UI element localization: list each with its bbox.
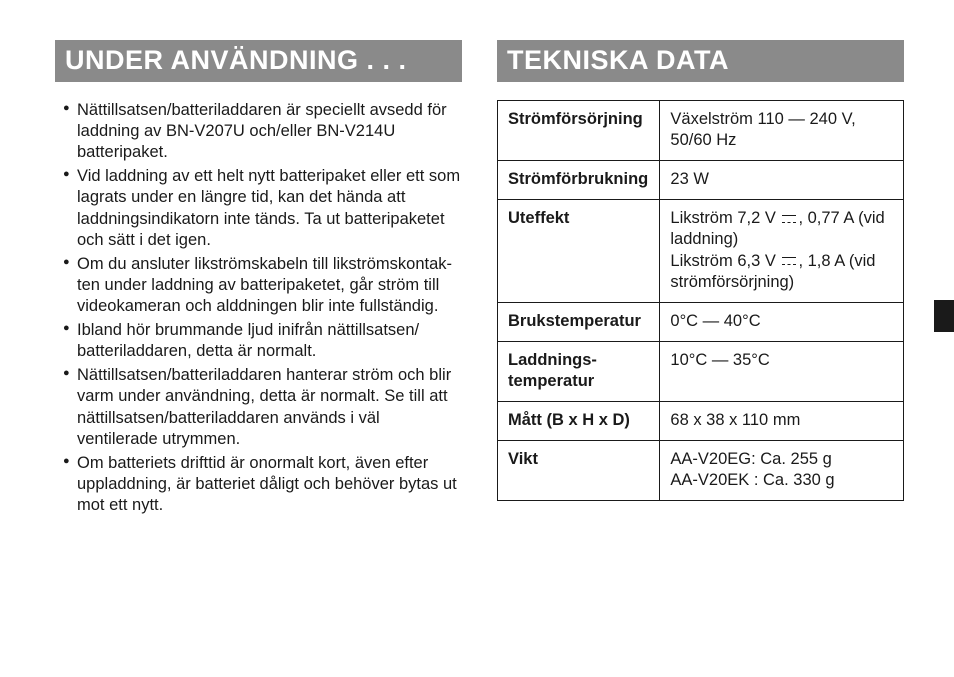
table-row: StrömförsörjningVäxelström 110 — 240 V, … <box>498 101 904 161</box>
spec-value: 23 W <box>660 161 904 200</box>
spec-value: Växelström 110 — 240 V, 50/60 Hz <box>660 101 904 161</box>
spec-value: 68 x 38 x 110 mm <box>660 402 904 441</box>
usage-list-item: Nättillsatsen/batteriladdaren är speciel… <box>63 100 462 163</box>
table-row: UteffektLikström 7,2 V , 0,77 A (vid lad… <box>498 200 904 302</box>
spec-label: Vikt <box>498 441 660 501</box>
page-tab-marker <box>934 300 954 332</box>
spec-label: Strömförsörjning <box>498 101 660 161</box>
spec-table: StrömförsörjningVäxelström 110 — 240 V, … <box>497 100 904 501</box>
usage-list-item: Om du ansluter likströmskabeln till liks… <box>63 254 462 317</box>
spec-table-body: StrömförsörjningVäxelström 110 — 240 V, … <box>498 101 904 501</box>
right-column: TEKNISKA DATA StrömförsörjningVäxelström… <box>497 40 904 637</box>
table-row: Mått (B x H x D)68 x 38 x 110 mm <box>498 402 904 441</box>
usage-list-item: Vid laddning av ett helt nytt batteripak… <box>63 166 462 250</box>
spec-label: Mått (B x H x D) <box>498 402 660 441</box>
spec-label: Strömförbrukning <box>498 161 660 200</box>
spec-value: AA-V20EG: Ca. 255 gAA-V20EK : Ca. 330 g <box>660 441 904 501</box>
usage-list-item: Om batteriets drifttid är onormalt kort,… <box>63 453 462 516</box>
table-row: Strömförbrukning23 W <box>498 161 904 200</box>
left-column: UNDER ANVÄNDNING . . . Nättillsatsen/bat… <box>55 40 462 637</box>
usage-heading: UNDER ANVÄNDNING . . . <box>55 40 462 82</box>
spec-value: Likström 7,2 V , 0,77 A (vid laddning)Li… <box>660 200 904 302</box>
dc-symbol-icon <box>782 214 796 224</box>
spec-heading: TEKNISKA DATA <box>497 40 904 82</box>
usage-list: Nättillsatsen/batteriladdaren är speciel… <box>55 100 462 516</box>
usage-list-item: Nättillsatsen/batteriladdaren hanterar s… <box>63 365 462 449</box>
usage-list-item: Ibland hör brummande ljud inifrån nättil… <box>63 320 462 362</box>
table-row: Brukstemperatur0°C — 40°C <box>498 302 904 341</box>
dc-symbol-icon <box>782 256 796 266</box>
spec-label: Laddnings-temperatur <box>498 341 660 401</box>
table-row: Laddnings-temperatur10°C — 35°C <box>498 341 904 401</box>
spec-value: 10°C — 35°C <box>660 341 904 401</box>
table-row: ViktAA-V20EG: Ca. 255 gAA-V20EK : Ca. 33… <box>498 441 904 501</box>
spec-label: Brukstemperatur <box>498 302 660 341</box>
spec-value: 0°C — 40°C <box>660 302 904 341</box>
spec-label: Uteffekt <box>498 200 660 302</box>
